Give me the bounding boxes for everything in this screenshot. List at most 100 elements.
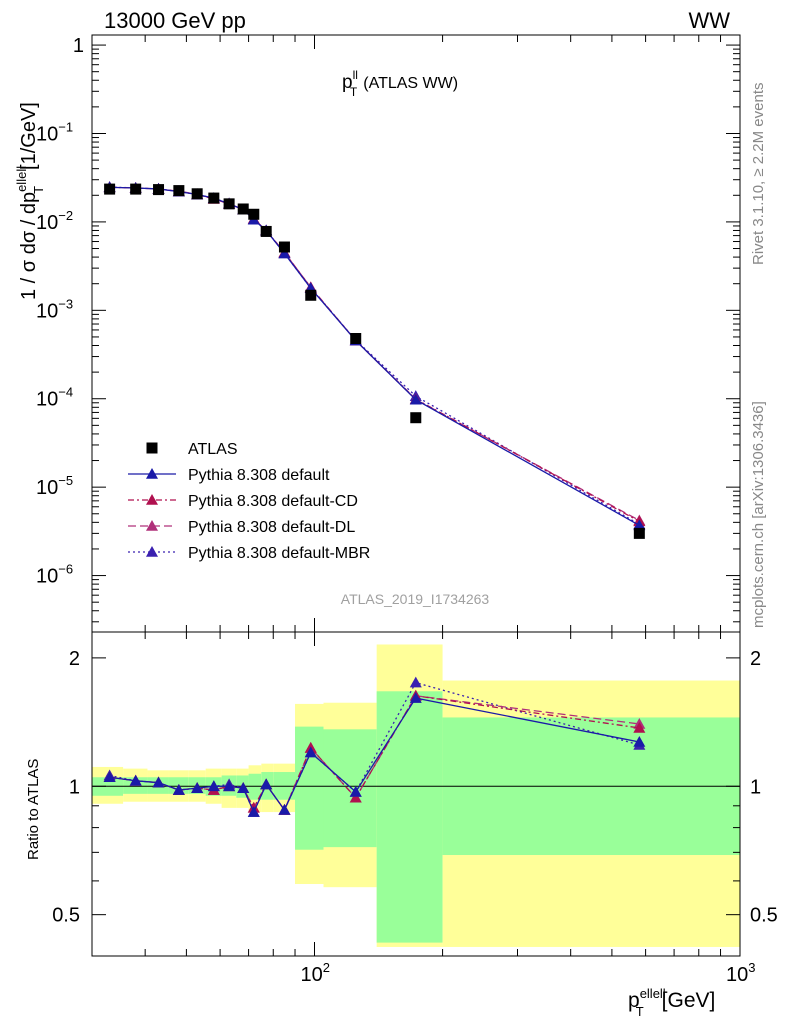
x-label-sub: T: [636, 1004, 644, 1019]
plot-title: pll T (ATLAS WW): [342, 68, 458, 99]
x-label-unit: [GeV]: [662, 989, 716, 1012]
ratio-series-marker: [237, 782, 250, 793]
ratio-series-marker: [152, 776, 165, 788]
ratio-series-marker: [633, 736, 646, 747]
main-y-tick-label: 10−4: [36, 385, 73, 411]
ratio-series-marker: [409, 692, 422, 703]
ratio-series-group: [103, 676, 646, 817]
atlas-data-point: [350, 333, 362, 345]
ratio-y-tick-label: 1: [69, 776, 80, 798]
y-tick-label-exp: −1: [58, 119, 73, 134]
y-tick-label-base: 10: [36, 123, 58, 145]
x-tick-label: 103: [726, 960, 755, 986]
y-tick-label-exp: −3: [58, 296, 73, 311]
legend-marker: [146, 520, 158, 531]
x-tick-label-exp: 3: [748, 960, 755, 975]
legend-label: Pythia 8.308 default: [188, 467, 330, 484]
main-y-label-unit: [1/GeV]: [18, 102, 40, 170]
main-series-marker: [633, 519, 646, 531]
plot-title-sub: T: [350, 85, 358, 99]
ratio-series-marker: [409, 676, 422, 688]
atlas-data-point: [191, 188, 203, 200]
y-tick-label-base: 10: [36, 477, 58, 499]
atlas-data-point: [153, 184, 165, 196]
x-axis-label: pellell T [GeV]: [628, 986, 715, 1019]
ratio-series-marker: [633, 721, 646, 733]
atlas-data-point: [173, 185, 185, 197]
legend-marker: [146, 546, 158, 557]
ratio-y-tick-label: 2: [69, 648, 80, 670]
ratio-series-marker: [349, 785, 362, 797]
main-series-group: [103, 181, 646, 539]
y-tick-label-base: 10: [36, 389, 58, 411]
main-series-marker: [409, 393, 422, 405]
x-tick-label-base: 10: [300, 964, 322, 986]
y-tick-label-exp: −2: [58, 208, 73, 223]
x-tick-label-base: 10: [726, 964, 748, 986]
main-y-tick-label: 1: [73, 35, 84, 57]
rivet-version-label: Rivet 3.1.10, ≥ 2.2M events: [750, 83, 767, 266]
atlas-data-point: [208, 192, 220, 204]
main-y-tick-label: 10−2: [36, 208, 73, 234]
legend-label: ATLAS: [188, 441, 238, 458]
ratio-y-tick-label-right: 1: [750, 776, 761, 798]
mcplots-reference-label: mcplots.cern.ch [arXiv:1306.3436]: [750, 401, 767, 628]
ratio-series-marker: [278, 803, 291, 815]
ratio-uncertainty-bands: [92, 644, 740, 947]
atlas-data-point: [305, 289, 317, 301]
ratio-series-marker: [349, 791, 362, 803]
x-tick-label: 102: [300, 960, 329, 986]
ratio-series-marker: [223, 780, 236, 792]
main-y-label-sub: T: [31, 186, 46, 194]
ratio-y-tick-label-right: 2: [750, 648, 761, 670]
x-label-text: p: [628, 989, 640, 1012]
legend-marker: [146, 468, 158, 479]
ratio-y-axis-label: Ratio to ATLAS: [25, 759, 42, 860]
ratio-y-tick-label: 0.5: [52, 905, 80, 927]
atlas-data-point: [278, 241, 290, 253]
atlas-data-point: [260, 225, 272, 237]
plot-title-rest: (ATLAS WW): [363, 75, 458, 92]
y-tick-label-exp: −6: [58, 562, 73, 577]
ratio-series-marker: [207, 780, 220, 792]
legend-marker-atlas: [146, 442, 158, 454]
atlas-data-point: [130, 183, 142, 195]
analysis-id-label: ATLAS_2019_I1734263: [341, 591, 490, 607]
plot-title-main: p: [342, 72, 353, 93]
x-tick-label-exp: 2: [323, 960, 330, 975]
main-y-tick-label: 10−1: [36, 119, 73, 145]
y-tick-label-base: 10: [36, 566, 58, 588]
ratio-series-marker: [247, 806, 260, 817]
y-tick-label-exp: −5: [58, 473, 73, 488]
atlas-data-point: [248, 208, 260, 220]
main-panel-frame: [91, 34, 741, 633]
plot-title-sup: ll: [353, 68, 358, 82]
main-y-tick-label: 10−3: [36, 296, 73, 322]
atlas-data-point: [633, 527, 645, 539]
ratio-series-marker: [103, 771, 116, 783]
ratio-panel-frame: [91, 631, 741, 957]
header-process-label: WW: [688, 8, 730, 33]
ratio-series-marker: [260, 778, 273, 790]
ratio-band-green: [323, 729, 377, 848]
legend: ATLAS Pythia 8.308 default Pythia 8.308 de…: [128, 441, 370, 562]
main-y-label-sup: ellell: [14, 166, 29, 192]
y-tick-label-exp: −4: [58, 385, 73, 400]
ratio-series-marker: [191, 782, 204, 793]
main-y-axis-label: 1 / σ dσ / dpellell T [1/GeV]: [14, 102, 46, 300]
legend-marker: [146, 494, 158, 505]
x-label-sup: ellell: [640, 986, 666, 1001]
main-y-tick-label: 10−6: [36, 562, 73, 588]
atlas-data-point: [223, 198, 235, 210]
legend-label: Pythia 8.308 default-CD: [188, 493, 358, 510]
ratio-series-marker: [172, 784, 185, 795]
ratio-series-marker: [129, 774, 142, 786]
main-series-marker: [278, 247, 291, 259]
y-tick-label-base: 10: [36, 212, 58, 234]
legend-label: Pythia 8.308 default-MBR: [188, 545, 370, 562]
atlas-data-point: [410, 412, 422, 424]
header-energy-label: 13000 GeV pp: [104, 8, 246, 33]
